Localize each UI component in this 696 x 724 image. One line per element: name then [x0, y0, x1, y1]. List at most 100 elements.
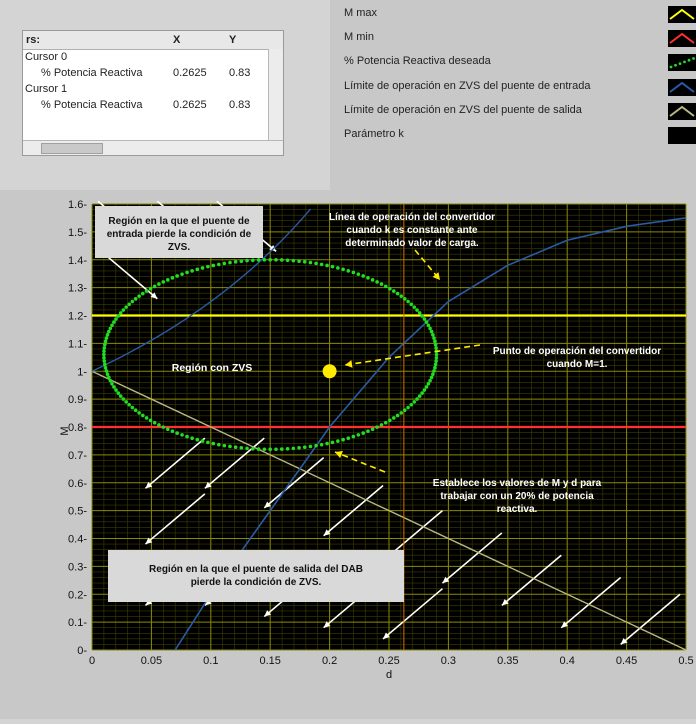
reactive-power-point [166, 278, 170, 282]
hatch-arrowhead [145, 481, 153, 489]
cursor-0-x: 0.2625 [173, 67, 207, 79]
legend-item[interactable]: M max [344, 4, 696, 24]
legend-swatch [668, 102, 696, 120]
reactive-power-point [105, 372, 110, 377]
reactive-power-point [107, 375, 111, 380]
cursor-vertical-scrollbar[interactable] [268, 49, 283, 143]
reactive-power-point [124, 400, 128, 404]
reactive-power-point [431, 333, 435, 337]
reactive-power-point [137, 411, 141, 415]
reactive-power-point [222, 261, 227, 266]
reactive-power-point [361, 431, 366, 435]
reactive-power-point [402, 408, 407, 413]
reactive-power-point [161, 280, 166, 284]
reactive-power-point [379, 423, 384, 427]
cursor-horizontal-scrollbar[interactable] [23, 140, 283, 155]
legend-label: Límite de operación en ZVS del puente de… [344, 79, 591, 92]
annotation-arrow-operating-point [344, 344, 481, 366]
reactive-power-point [406, 405, 410, 410]
reactive-power-point [356, 272, 361, 276]
reactive-power-point [285, 446, 290, 451]
reactive-power-point [330, 440, 335, 445]
annotation-arrow-reactive-head [335, 451, 343, 459]
legend-item[interactable]: Límite de operación en ZVS del puente de… [344, 77, 696, 97]
reactive-power-point [104, 336, 109, 340]
reactive-power-point [395, 291, 400, 296]
hatch-arrowhead [442, 576, 450, 584]
reactive-power-point [102, 342, 107, 347]
annotation-zvs-region: Región con ZVS [172, 362, 253, 374]
hatch-arrow [323, 484, 384, 537]
reactive-power-point [433, 342, 438, 347]
reactive-power-point [285, 258, 290, 263]
scroll-thumb[interactable] [41, 143, 103, 154]
x-tick-label: 0.05 [141, 655, 162, 667]
y-tick-label: 1.4- [68, 255, 87, 267]
reactive-power-point [361, 274, 366, 278]
reactive-power-point [118, 394, 123, 398]
reactive-power-point [417, 394, 422, 398]
hatch-arrowhead [323, 621, 331, 628]
reactive-power-point [102, 359, 107, 363]
hatch-arrowhead [204, 481, 212, 489]
reactive-power-point [180, 433, 184, 437]
reactive-power-point [127, 402, 131, 407]
reactive-power-point [297, 446, 301, 450]
reactive-power-point [428, 378, 432, 383]
cursor-1-label[interactable]: Cursor 1 [25, 83, 68, 95]
reactive-power-point [175, 431, 179, 435]
reactive-power-point [268, 447, 273, 452]
x-axis-label: d [386, 669, 392, 681]
reactive-power-point [239, 446, 244, 450]
legend-label: M min [344, 31, 374, 44]
reactive-power-point [433, 362, 438, 367]
reactive-power-point [280, 447, 284, 451]
legend-item[interactable]: Parámetro k [344, 125, 696, 145]
reactive-power-point [102, 356, 106, 360]
reactive-power-point [124, 305, 128, 309]
reactive-power-point [170, 429, 175, 433]
reactive-power-point [409, 402, 414, 407]
reactive-power-point [102, 349, 106, 354]
cursor-0-plot: % Potencia Reactiva [41, 67, 143, 79]
series-input-limit [91, 208, 312, 372]
reactive-power-point [195, 437, 200, 442]
legend-label: Límite de operación en ZVS del puente de… [344, 103, 582, 116]
cursor-1-plot: % Potencia Reactiva [41, 99, 143, 111]
hatch-arrowhead [264, 610, 272, 617]
reactive-power-point [319, 262, 324, 267]
reactive-power-point [434, 352, 439, 357]
cursor-1-y: 0.83 [229, 99, 251, 111]
reactive-power-point [291, 258, 296, 263]
legend-item[interactable]: % Potencia Reactiva deseada [344, 52, 696, 72]
reactive-power-point [370, 427, 375, 432]
cursor-0-label[interactable]: Cursor 0 [25, 51, 68, 63]
y-tick-label: 0.5- [68, 506, 87, 518]
reactive-power-point [190, 269, 194, 273]
reactive-power-point [366, 429, 370, 433]
legend-label: % Potencia Reactiva deseada [344, 55, 491, 68]
reactive-power-point [161, 425, 166, 429]
reactive-power-point [370, 278, 375, 282]
reactive-power-point [121, 308, 126, 312]
annotation-arrow-reactive [334, 451, 386, 473]
legend-item[interactable]: M min [344, 28, 696, 48]
legend-label: M max [344, 7, 377, 19]
legend-item[interactable]: Límite de operación en ZVS del puente de… [344, 101, 696, 121]
reactive-power-point [409, 302, 414, 307]
reactive-power-point [412, 305, 417, 309]
y-tick-label: 0.1- [68, 617, 87, 629]
chart-area: 0 0.05 0.1 0.15 0.2 0.25 0.3 0.35 0.4 0.45 0.5 0- 0.… [0, 190, 696, 719]
legend-swatch [668, 127, 696, 144]
cursor-panel: rs: X Y Cursor 0 % Potencia Reactiva 0.2… [22, 30, 284, 156]
reactive-power-point [262, 258, 267, 262]
hatch-arrowhead [383, 632, 390, 639]
reactive-power-point [433, 365, 437, 370]
reactive-power-point [103, 339, 108, 344]
reactive-power-point [110, 382, 114, 386]
reactive-power-point [152, 420, 157, 425]
reactive-power-point [325, 441, 329, 446]
hatch-arrow [263, 457, 325, 509]
reactive-power-point [200, 439, 205, 443]
cursor-table-header: rs: X Y [23, 31, 283, 50]
